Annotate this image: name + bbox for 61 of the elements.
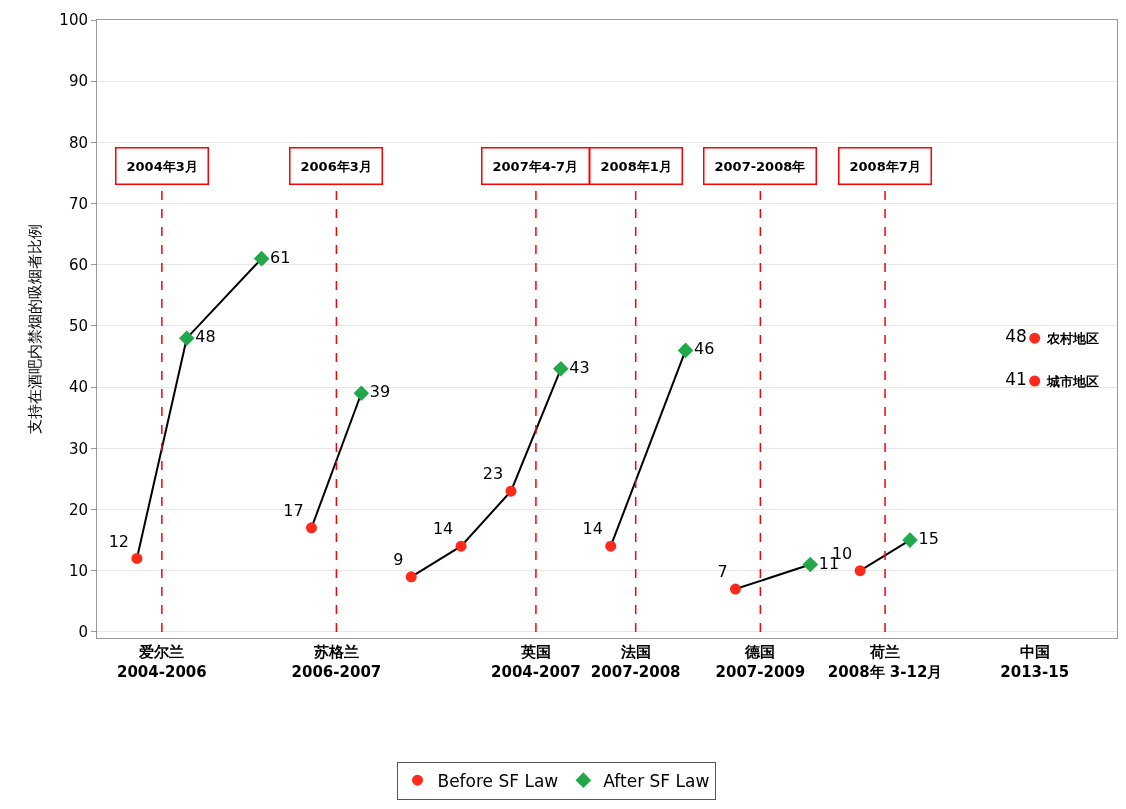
y-tick-label: 50	[68, 317, 88, 336]
point	[353, 385, 370, 402]
y-tick-label: 20	[68, 500, 88, 519]
y-tick-label: 10	[68, 561, 88, 580]
point	[802, 556, 819, 573]
data-label: 14	[432, 519, 454, 539]
x-tick-label: 中国 2013-15	[1000, 643, 1070, 681]
point	[178, 330, 195, 346]
x-tick-label: 英国 2004-2007	[491, 643, 581, 681]
y-tick-label: 30	[68, 439, 88, 458]
point	[455, 540, 467, 552]
point	[253, 250, 270, 267]
series-label: 农村地区	[1046, 331, 1099, 346]
data-label: 48	[195, 327, 216, 347]
point	[677, 342, 694, 359]
y-tick-label: 90	[68, 72, 88, 91]
point	[1029, 375, 1041, 387]
ref-line-label: 2006年3月	[300, 158, 372, 174]
x-tick-label: 法国 2007-2008	[590, 643, 681, 681]
y-tick-label: 100	[59, 11, 88, 30]
point	[305, 522, 317, 534]
ref-line-label: 2007年4-7月	[492, 158, 579, 174]
point	[1029, 332, 1041, 344]
data-label: 41	[1005, 369, 1027, 390]
point	[405, 571, 417, 583]
data-label: 48	[1005, 326, 1027, 347]
point	[553, 360, 569, 377]
series-label: 城市地区	[1046, 374, 1099, 389]
data-label: 12	[108, 531, 130, 551]
data-label: 7	[717, 562, 728, 582]
x-tick-label: 爱尔兰 2004-2006	[116, 643, 207, 681]
legend-label: Before SF Law	[437, 770, 559, 791]
y-tick-label: 60	[68, 256, 88, 274]
data-label: 23	[482, 464, 504, 484]
data-label: 14	[582, 519, 603, 539]
x-tick-label: 德国 2007-2009	[715, 643, 806, 681]
x-tick-label: 荷兰 2008年 3-12月	[827, 643, 943, 681]
data-label: 9	[393, 549, 404, 569]
y-axis-title: 支持在酒吧内禁烟的吸烟者比例	[25, 224, 44, 434]
point	[902, 532, 918, 548]
y-tick-label: 40	[68, 378, 88, 397]
point	[505, 485, 517, 497]
data-label: 43	[569, 357, 590, 377]
data-label: 39	[369, 382, 391, 402]
point	[854, 565, 866, 577]
ref-line-label: 2008年1月	[600, 158, 672, 174]
legend-label: After SF Law	[603, 770, 710, 791]
y-tick-label: 80	[68, 133, 88, 152]
ref-line-label: 2008年7月	[849, 158, 921, 174]
y-tick-label: 0	[78, 623, 88, 642]
x-tick-label: 苏格兰 2006-2007	[291, 643, 382, 681]
y-tick-label: 70	[68, 194, 88, 213]
ref-line-label: 2007-2008年	[714, 158, 806, 174]
point	[729, 583, 741, 595]
point	[605, 540, 617, 552]
data-label: 61	[270, 247, 291, 267]
data-label: 15	[918, 529, 939, 549]
ref-line-label: 2004年3月	[126, 158, 198, 174]
data-label: 17	[283, 500, 304, 520]
point	[131, 552, 143, 564]
data-label: 46	[694, 339, 715, 359]
